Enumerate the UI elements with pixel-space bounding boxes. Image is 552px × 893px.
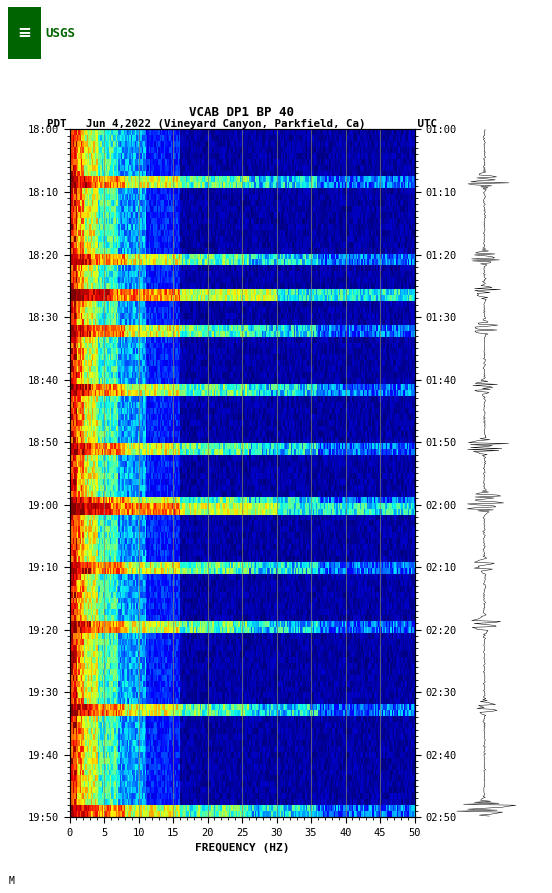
Bar bbox=[8, 7, 41, 59]
Text: PDT   Jun 4,2022 (Vineyard Canyon, Parkfield, Ca)        UTC: PDT Jun 4,2022 (Vineyard Canyon, Parkfie… bbox=[47, 120, 437, 129]
X-axis label: FREQUENCY (HZ): FREQUENCY (HZ) bbox=[195, 843, 289, 853]
Text: USGS: USGS bbox=[45, 27, 75, 39]
Text: VCAB DP1 BP 40: VCAB DP1 BP 40 bbox=[189, 105, 294, 119]
Text: M: M bbox=[8, 876, 14, 886]
Text: ≡: ≡ bbox=[17, 24, 31, 42]
